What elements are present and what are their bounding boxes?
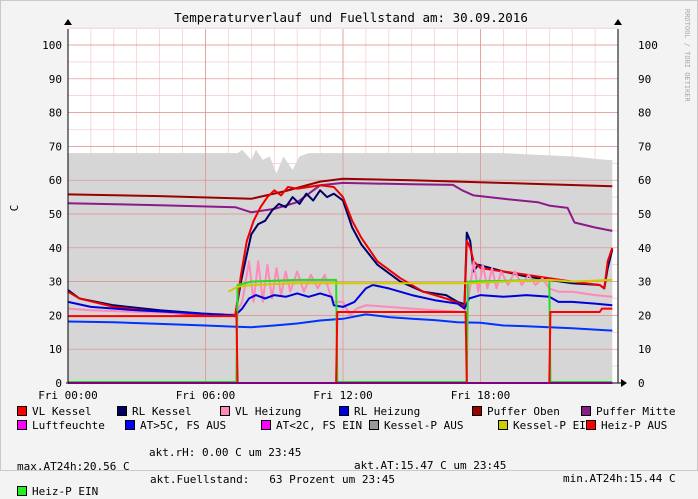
y-tick-label-left: 40 (49, 242, 62, 255)
series-line (67, 177, 613, 200)
watermark: RRDTOOL / TOBI OETIKER (683, 9, 691, 103)
series-line (67, 313, 613, 332)
legend-label: RL Kessel (132, 405, 192, 418)
stat-max-temp: max.AT24h:20.56 C (17, 460, 130, 473)
series-line (227, 278, 613, 293)
x-axis-arrow (621, 379, 627, 387)
y-tick-label-right: 80 (638, 107, 651, 120)
legend-item: AT<2C, FS EIN (261, 419, 362, 432)
x-tick-label: Fri 12:00 (313, 389, 373, 401)
legend-label: VL Kessel (32, 405, 92, 418)
series-line (67, 184, 614, 318)
legend-item: VL Kessel (17, 405, 92, 418)
legend-swatch (117, 406, 127, 416)
stat-fuellstand: akt.Fuellstand: 63 Prozent um 23:45 (150, 473, 396, 486)
y-tick-label-right: 50 (638, 208, 651, 221)
legend-item: Kessel-P EIN (498, 419, 592, 432)
y-tick-label-left: 0 (55, 377, 62, 390)
y-tick-label-right: 90 (638, 73, 651, 86)
stat-humidity: akt.rH: 0.00 C um 23:45 (149, 446, 302, 459)
legend-item: Kessel-P AUS (369, 419, 463, 432)
legend-swatch (17, 420, 27, 430)
legend-swatch (472, 406, 482, 416)
x-tick-label: Fri 18:00 (451, 389, 511, 401)
y-tick-label-right: 100 (638, 39, 658, 52)
stat-outside-temp: akt.AT:15.47 C um 23:45 (354, 459, 507, 472)
y-tick-label-left: 100 (42, 39, 62, 52)
y-axis-label: C (8, 205, 21, 212)
y-tick-label-left: 20 (49, 309, 62, 322)
legend-swatch (125, 420, 135, 430)
legend-label: Puffer Oben (487, 405, 560, 418)
legend-row-4: max.AT24h:20.56 C akt.Fuellstand: 63 Pro… (17, 447, 395, 486)
legend-item: Heiz-P AUS (586, 419, 667, 432)
y-tick-label-left: 30 (49, 276, 62, 289)
stat-min-temp: min.AT24h:15.44 C (563, 472, 676, 485)
legend-item: Puffer Oben (472, 405, 560, 418)
legend-swatch (17, 406, 27, 416)
y-axis-arrow-right (614, 19, 622, 25)
legend-label: AT<2C, FS EIN (276, 419, 363, 432)
series-line (68, 307, 613, 384)
y-tick-label-left: 60 (49, 174, 62, 187)
y-tick-label-right: 70 (638, 140, 651, 153)
y-tick-label-right: 40 (638, 242, 651, 255)
legend-item: RL Heizung (339, 405, 420, 418)
y-tick-label-left: 50 (49, 208, 62, 221)
legend-swatch (498, 420, 508, 430)
legend-item: AT>5C, FS AUS (125, 419, 226, 432)
y-tick-label-right: 20 (638, 309, 651, 322)
legend-label: RL Heizung (354, 405, 421, 418)
y-tick-label-left: 80 (49, 107, 62, 120)
legend-swatch (369, 420, 379, 430)
series-line (67, 284, 613, 317)
y-tick-label-left: 90 (49, 73, 62, 86)
y-tick-label-right: 30 (638, 276, 651, 289)
legend-item: Luftfeuchte (17, 419, 105, 432)
y-axis-arrow-left (64, 19, 72, 25)
y-tick-label-left: 70 (49, 140, 62, 153)
y-tick-label-left: 10 (49, 343, 62, 356)
plot-area: 0 0 10 10 20 20 30 30 40 40 50 50 60 60 70 70 80 80 90 90 10… (38, 19, 658, 402)
legend-swatch (261, 420, 271, 430)
series-line (67, 181, 613, 232)
x-tick-label: Fri 06:00 (176, 389, 236, 401)
x-tick-label: Fri 00:00 (38, 389, 98, 401)
area-fuellstand (68, 149, 613, 383)
legend-row-3: akt.rH: 0.00 C um 23:45 akt.AT:15.47 C u… (17, 433, 676, 498)
legend-swatch (220, 406, 230, 416)
legend-label: Heiz-P AUS (601, 419, 668, 432)
legend-swatch (581, 406, 591, 416)
y-tick-label-right: 60 (638, 174, 651, 187)
legend-item: Puffer Mitte (581, 405, 675, 418)
legend-label: AT>5C, FS AUS (140, 419, 227, 432)
legend-label: VL Heizung (235, 405, 302, 418)
chart-title: Temperaturverlauf und Fuellstand am: 30.… (174, 10, 528, 25)
legend-label: Kessel-P AUS (384, 419, 464, 432)
legend-label: Kessel-P EIN (513, 419, 593, 432)
legend-swatch (586, 420, 596, 430)
legend-label: Puffer Mitte (596, 405, 676, 418)
temperature-chart: Temperaturverlauf und Fuellstand am: 30.… (8, 9, 691, 402)
legend-swatch (339, 406, 349, 416)
legend-item: VL Heizung (220, 405, 301, 418)
legend-item: RL Kessel (117, 405, 192, 418)
y-tick-label-right: 0 (638, 377, 645, 390)
y-tick-label-right: 10 (638, 343, 651, 356)
legend-label: Luftfeuchte (32, 419, 105, 432)
